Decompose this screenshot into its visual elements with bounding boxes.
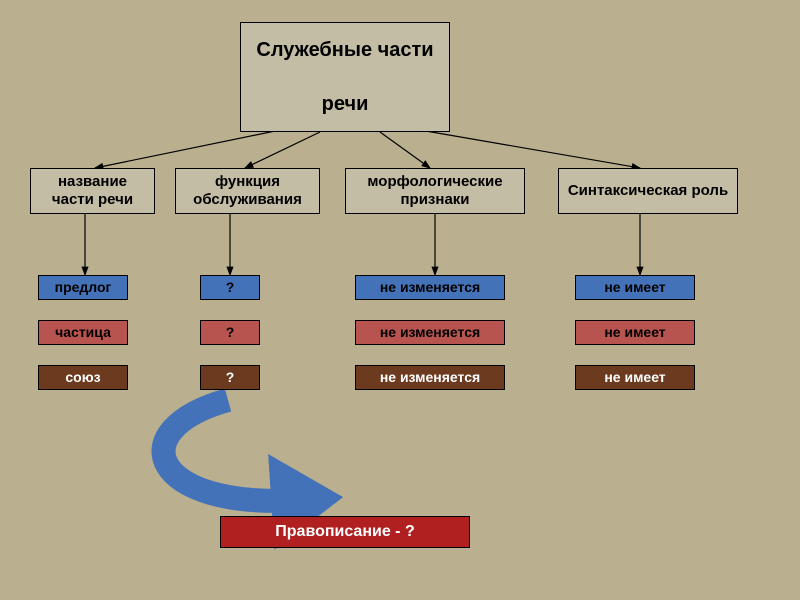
cell-0-3: не имеет (575, 275, 695, 300)
title-line2: речи (322, 92, 369, 116)
title-box: Служебные части речи (240, 22, 450, 132)
cell-0-2: не изменяется (355, 275, 505, 300)
cell-0-0: предлог (38, 275, 128, 300)
cell-1-0: частица (38, 320, 128, 345)
header-box-3: Синтаксическая роль (558, 168, 738, 214)
header-box-0: название части речи (30, 168, 155, 214)
cell-2-0: союз (38, 365, 128, 390)
cell-2-3: не имеет (575, 365, 695, 390)
cell-1-1: ? (200, 320, 260, 345)
header-box-1: функция обслуживания (175, 168, 320, 214)
title-line1: Служебные части (256, 38, 433, 62)
cell-1-2: не изменяется (355, 320, 505, 345)
bottom-box: Правописание - ? (220, 516, 470, 548)
cell-1-3: не имеет (575, 320, 695, 345)
cell-2-2: не изменяется (355, 365, 505, 390)
cell-0-1: ? (200, 275, 260, 300)
cell-2-1: ? (200, 365, 260, 390)
header-box-2: морфологические признаки (345, 168, 525, 214)
